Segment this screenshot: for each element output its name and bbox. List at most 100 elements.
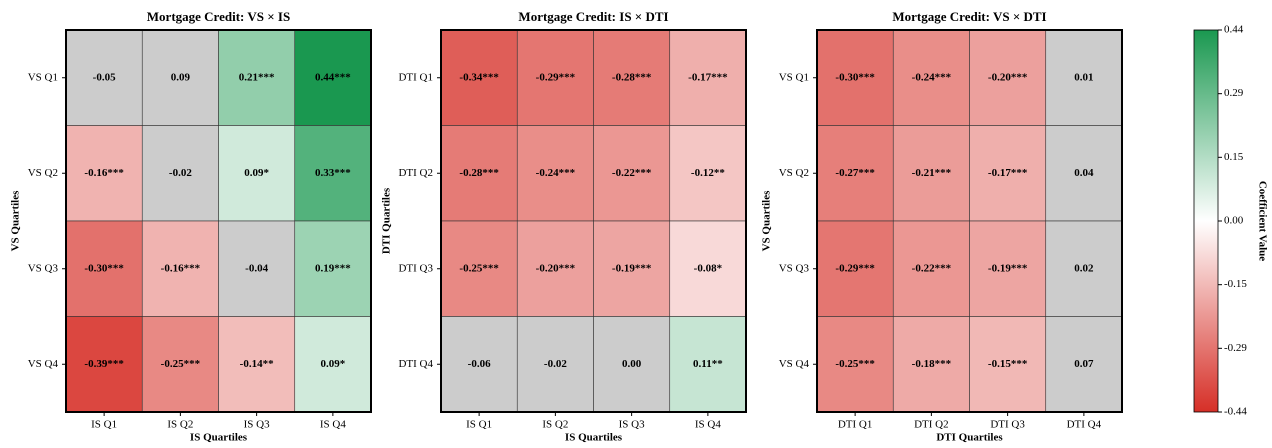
- heatmap-cell: [65, 316, 143, 413]
- cell-label: 0.21***: [239, 71, 275, 83]
- heatmap-cell: [516, 220, 594, 317]
- heatmap-cell: [593, 29, 671, 126]
- x-axis-label: IS Quartiles: [565, 432, 623, 444]
- y-tick-label: DTI Q4: [398, 358, 433, 370]
- x-tick-label: DTI Q4: [1067, 419, 1102, 431]
- heatmap-cell: [593, 125, 671, 222]
- cell-label: -0.27***: [835, 167, 875, 179]
- colorbar-tick-label: 0.15: [1224, 151, 1244, 163]
- cell-label: -0.19***: [988, 262, 1028, 274]
- colorbar-label: Coefficient Value: [1256, 181, 1268, 261]
- heatmap-cell: [294, 316, 372, 413]
- heatmap-cell: [141, 29, 219, 126]
- y-axis-label: VS Quartiles: [10, 190, 22, 252]
- cell-label: -0.30***: [835, 71, 875, 83]
- cell-label: 0.11**: [693, 358, 723, 370]
- cell-label: -0.20***: [536, 262, 576, 274]
- heatmap-cell: [141, 316, 219, 413]
- cell-label: -0.25***: [459, 262, 499, 274]
- colorbar-tick-label: 0.44: [1224, 24, 1244, 36]
- cell-label: -0.12**: [691, 167, 725, 179]
- panel-title: Mortgage Credit: IS × DTI: [518, 9, 668, 24]
- panel-title: Mortgage Credit: VS × IS: [147, 9, 290, 24]
- colorbar: [1193, 29, 1219, 413]
- cell-label: -0.17***: [988, 167, 1028, 179]
- heatmap-cell: [516, 29, 594, 126]
- cell-label: -0.28***: [459, 167, 499, 179]
- cell-label: 0.02: [1074, 262, 1094, 274]
- heatmap-cell: [969, 316, 1047, 413]
- cell-label: -0.22***: [612, 167, 652, 179]
- x-tick-label: IS Q1: [91, 419, 117, 431]
- cell-label: -0.25***: [835, 358, 875, 370]
- cell-label: -0.02: [544, 358, 567, 370]
- y-axis-label: DTI Quartiles: [381, 187, 393, 254]
- x-tick-label: IS Q2: [167, 419, 193, 431]
- cell-label: -0.29***: [835, 262, 875, 274]
- heatmap-cell: [516, 125, 594, 222]
- heatmap-cell: [593, 220, 671, 317]
- colorbar-tick-label: -0.44: [1224, 406, 1247, 418]
- x-tick-label: IS Q4: [320, 419, 346, 431]
- cell-label: -0.14**: [240, 358, 274, 370]
- cell-label: -0.39***: [84, 358, 124, 370]
- y-tick-label: VS Q4: [28, 358, 59, 370]
- y-tick-label: DTI Q2: [398, 167, 433, 179]
- cell-label: 0.00: [622, 358, 642, 370]
- heatmap-cell: [669, 29, 747, 126]
- heatmap-cell: [294, 220, 372, 317]
- cell-label: 0.44***: [315, 71, 351, 83]
- x-axis-label: DTI Quartiles: [936, 432, 1003, 444]
- cell-label: -0.29***: [536, 71, 576, 83]
- cell-label: -0.15***: [988, 358, 1028, 370]
- cell-label: -0.24***: [536, 167, 576, 179]
- y-tick-label: VS Q3: [779, 262, 810, 274]
- heatmap-cell: [65, 125, 143, 222]
- y-tick-label: VS Q1: [28, 71, 58, 83]
- plot-frame: [65, 29, 372, 413]
- x-axis-label: IS Quartiles: [190, 432, 248, 444]
- y-tick-label: VS Q2: [779, 167, 809, 179]
- colorbar-tick-label: -0.29: [1224, 342, 1247, 354]
- plot-frame: [816, 29, 1123, 413]
- heatmap-cell: [669, 220, 747, 317]
- heatmap-cell: [892, 316, 970, 413]
- heatmap-cell: [141, 125, 219, 222]
- heatmap-cell: [440, 125, 518, 222]
- heatmap-cell: [440, 29, 518, 126]
- heatmap-cell: [440, 220, 518, 317]
- heatmap-cell: [294, 125, 372, 222]
- cell-label: -0.06: [468, 358, 491, 370]
- y-axis-label: VS Quartiles: [761, 190, 773, 252]
- x-tick-label: IS Q3: [619, 419, 645, 431]
- heatmap-cell: [218, 316, 296, 413]
- x-tick-label: DTI Q2: [914, 419, 949, 431]
- x-tick-label: IS Q1: [466, 419, 492, 431]
- heatmap-cell: [892, 220, 970, 317]
- y-tick-label: DTI Q1: [398, 71, 433, 83]
- heatmap-cell: [1045, 220, 1123, 317]
- cell-label: 0.09: [171, 71, 191, 83]
- colorbar-tick-label: 0.29: [1224, 87, 1244, 99]
- cell-label: -0.05: [93, 71, 116, 83]
- cell-label: 0.09*: [244, 167, 269, 179]
- cell-label: -0.21***: [912, 167, 952, 179]
- heatmap-cell: [669, 125, 747, 222]
- cell-label: -0.04: [245, 262, 268, 274]
- heatmap-cell: [1045, 29, 1123, 126]
- colorbar-tick-label: 0.00: [1224, 215, 1244, 227]
- cell-label: -0.16***: [161, 262, 201, 274]
- cell-label: -0.22***: [912, 262, 952, 274]
- cell-label: -0.24***: [912, 71, 952, 83]
- x-tick-label: IS Q2: [542, 419, 568, 431]
- heatmap-cell: [294, 29, 372, 126]
- heatmap-cell: [141, 220, 219, 317]
- cell-label: -0.08*: [694, 262, 723, 274]
- y-tick-label: VS Q1: [779, 71, 809, 83]
- heatmap-cell: [969, 29, 1047, 126]
- x-tick-label: IS Q4: [695, 419, 721, 431]
- cell-label: -0.18***: [912, 358, 952, 370]
- cell-label: 0.07: [1074, 358, 1094, 370]
- cell-label: 0.01: [1074, 71, 1093, 83]
